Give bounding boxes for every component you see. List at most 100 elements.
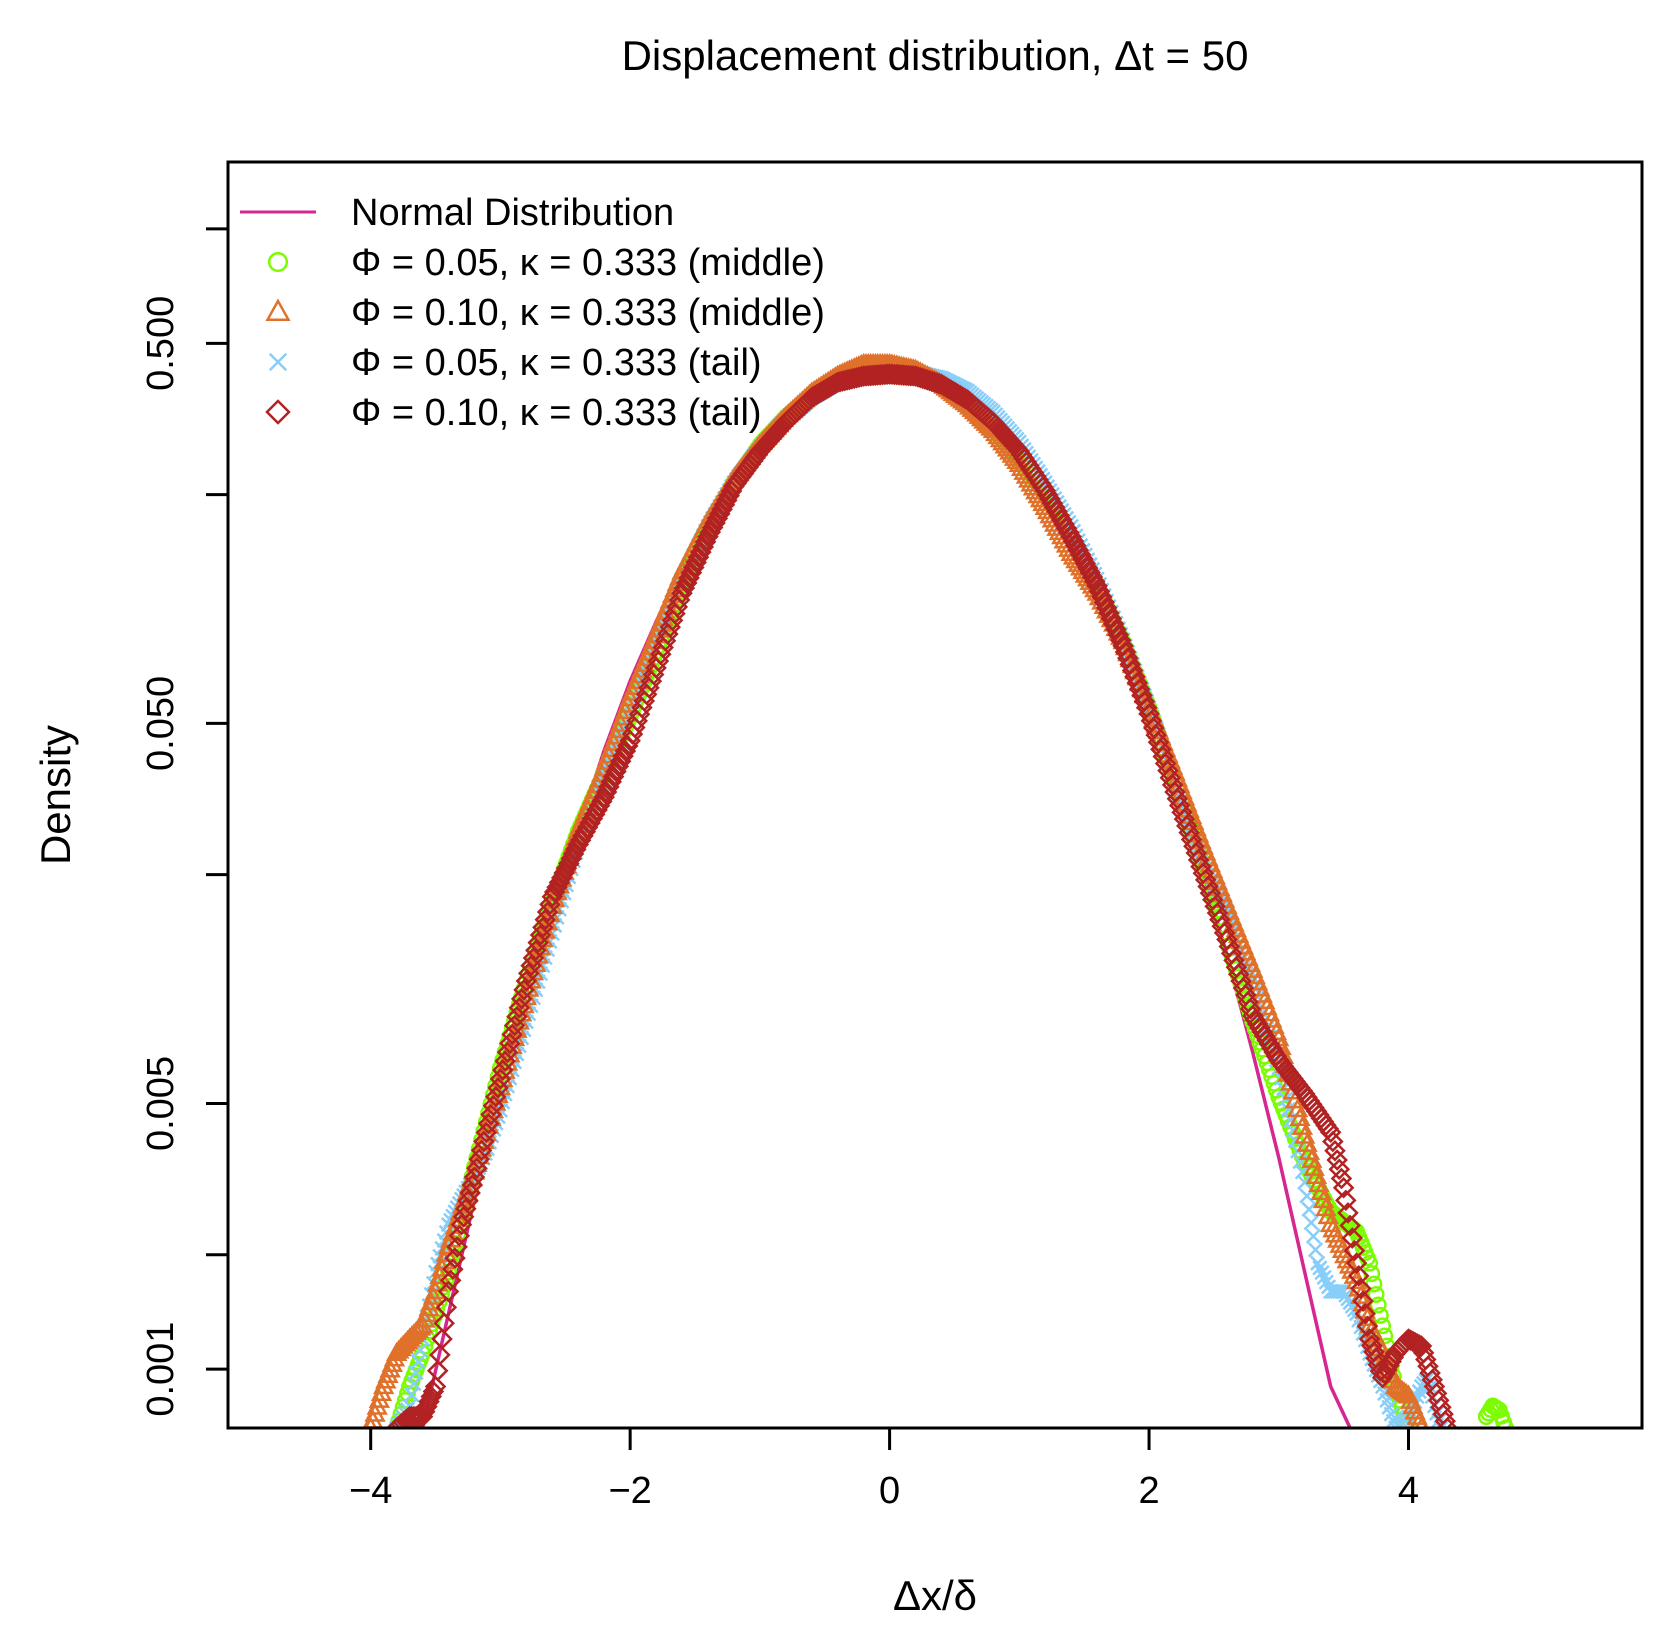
data-point: [1434, 1410, 1457, 1428]
data-point: [1328, 1158, 1351, 1181]
legend-swatch-phi010-tail: [265, 399, 291, 425]
data-point: [1350, 1277, 1372, 1300]
data-point: [414, 1344, 432, 1362]
data-point: [1091, 586, 1113, 608]
data-point: [1369, 1296, 1387, 1314]
data-point: [1084, 570, 1106, 593]
y-tick-label: 0.050: [140, 676, 182, 771]
data-point: [448, 1225, 471, 1247]
legend-label-phi005-tail: Φ = 0.05, κ = 0.333 (tail): [351, 342, 762, 384]
legend-label-phi010-middle: Φ = 0.10, κ = 0.333 (middle): [351, 292, 825, 334]
legend-label-Normal Distribution: Normal Distribution: [351, 192, 674, 234]
data-point: [1305, 1228, 1321, 1244]
data-point: [405, 1405, 427, 1428]
data-point: [1361, 1254, 1379, 1272]
x-axis: −4 −2 0 2 4: [349, 1426, 1419, 1512]
data-point: [1436, 1417, 1459, 1428]
data-point: [1341, 1227, 1364, 1249]
data-point: [429, 1344, 451, 1366]
data-point: [1065, 534, 1087, 557]
data-point: [1107, 624, 1130, 646]
data-point: [1297, 1174, 1313, 1191]
data-point: [1301, 1201, 1317, 1217]
data-point: [1095, 596, 1118, 619]
data-point: [1367, 1286, 1385, 1303]
data-point: [1307, 1242, 1324, 1258]
data-point: [1301, 1148, 1323, 1168]
data-point: [426, 1359, 449, 1382]
x-tick-label: −2: [608, 1470, 651, 1512]
data-point: [1093, 591, 1115, 614]
data-point: [1062, 530, 1085, 552]
data-point: [403, 1405, 425, 1428]
data-point: [1102, 613, 1125, 635]
data-point: [1339, 1214, 1361, 1237]
data-point: [1312, 1188, 1335, 1209]
data-point: [1329, 1283, 1345, 1300]
data-point: [1079, 561, 1101, 584]
data-point: [442, 1258, 464, 1281]
data-point: [1296, 1132, 1318, 1152]
data-point: [1074, 552, 1097, 575]
data-point: [1069, 543, 1092, 566]
data-point: [1055, 517, 1078, 540]
data-point: [1081, 566, 1104, 588]
data-point: [1303, 1156, 1325, 1176]
data-point: [1294, 1124, 1316, 1144]
x-tick-label: −4: [349, 1470, 392, 1512]
x-tick-label: 2: [1138, 1470, 1159, 1512]
data-point: [1433, 1420, 1449, 1428]
data-point: [1326, 1149, 1348, 1171]
data-point: [1335, 1189, 1357, 1212]
data-point: [1100, 607, 1123, 630]
data-point: [1067, 539, 1090, 561]
data-point: [437, 1280, 460, 1303]
data-point: [1322, 1130, 1344, 1153]
data-point: [433, 1312, 455, 1334]
data-point: [1352, 1290, 1374, 1312]
data-point: [1497, 1419, 1515, 1428]
data-point: [1317, 1205, 1339, 1225]
legend-swatch-phi005-tail: [268, 352, 288, 372]
data-point: [1076, 557, 1099, 579]
y-tick-label: 0.005: [140, 1056, 182, 1151]
data-point: [1105, 618, 1127, 641]
data-point: [1369, 1360, 1392, 1382]
data-point: [1319, 1121, 1342, 1144]
data-point: [1060, 525, 1082, 548]
data-point: [1310, 1255, 1326, 1271]
legend: Normal Distribution Φ = 0.05, κ = 0.333 (…: [240, 192, 825, 434]
data-point: [1314, 1265, 1330, 1281]
chart-title: Displacement distribution, Δt = 50: [622, 32, 1249, 79]
data-point: [1058, 521, 1080, 544]
data-point: [1086, 575, 1108, 597]
x-axis-label: Δx/δ: [893, 1572, 977, 1619]
data-point: [439, 1269, 462, 1292]
legend-swatch-phi010-middle: [265, 298, 291, 321]
data-point: [1315, 1196, 1337, 1217]
series-layer: [362, 352, 1515, 1428]
data-point: [1332, 1177, 1355, 1199]
data-point: [1343, 1239, 1366, 1262]
data-point: [1356, 1315, 1379, 1338]
data-point: [1088, 580, 1111, 603]
x-tick-label: 0: [879, 1470, 900, 1512]
data-point: [1305, 1164, 1328, 1184]
data-point: [431, 1328, 453, 1350]
data-point: [1354, 1302, 1377, 1325]
data-point: [435, 1296, 458, 1319]
data-point: [424, 1375, 447, 1398]
data-point: [1347, 1265, 1370, 1287]
data-point: [1239, 998, 1262, 1020]
data-point: [1310, 1180, 1332, 1201]
data-point: [1098, 602, 1120, 624]
data-point: [1312, 1260, 1328, 1276]
data-point: [1330, 1167, 1353, 1190]
legend-label-phi005-middle: Φ = 0.05, κ = 0.333 (middle): [351, 242, 825, 284]
data-point: [1298, 1140, 1321, 1160]
y-tick-label: 0.500: [140, 296, 182, 391]
data-point: [444, 1247, 466, 1269]
legend-swatch-phi005-middle: [267, 251, 289, 273]
data-point: [1345, 1252, 1368, 1274]
